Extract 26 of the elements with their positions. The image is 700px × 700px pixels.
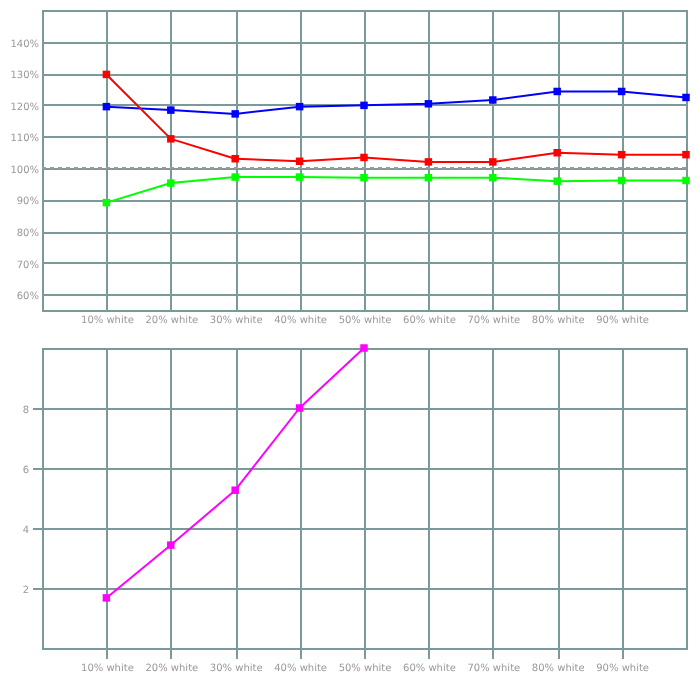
point <box>553 148 561 157</box>
point <box>360 344 368 352</box>
point <box>360 101 368 110</box>
point <box>167 106 175 114</box>
point <box>295 404 304 412</box>
point <box>231 110 239 118</box>
point <box>167 541 175 549</box>
point <box>489 158 497 166</box>
point <box>295 173 304 181</box>
point <box>167 179 175 187</box>
point <box>231 173 239 181</box>
point <box>231 486 239 494</box>
point <box>682 93 690 102</box>
point <box>360 173 368 182</box>
point <box>553 87 561 96</box>
point <box>489 173 497 182</box>
point <box>231 154 239 163</box>
point <box>682 150 690 159</box>
point <box>360 153 368 162</box>
point <box>489 96 497 104</box>
point <box>424 100 433 108</box>
point <box>682 176 690 185</box>
point <box>167 135 175 143</box>
point <box>553 177 561 185</box>
point <box>102 594 111 602</box>
point <box>424 158 433 166</box>
